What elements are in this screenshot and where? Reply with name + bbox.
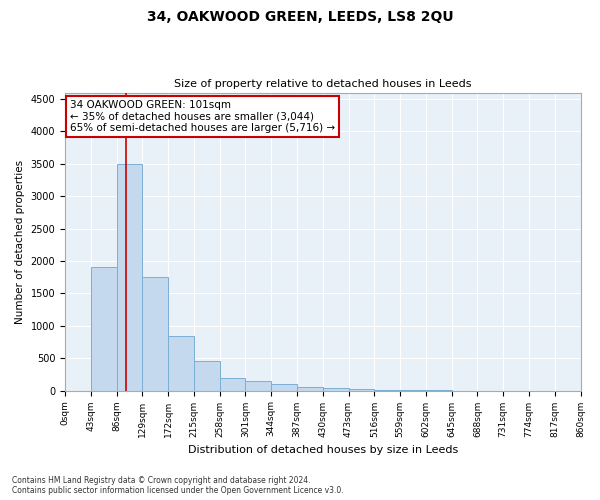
Bar	[142, 277, 168, 390]
Bar	[194, 362, 220, 390]
Bar	[245, 381, 271, 390]
Bar	[168, 336, 194, 390]
Bar	[116, 164, 142, 390]
Text: 34 OAKWOOD GREEN: 101sqm
← 35% of detached houses are smaller (3,044)
65% of sem: 34 OAKWOOD GREEN: 101sqm ← 35% of detach…	[70, 100, 335, 133]
Text: Contains HM Land Registry data © Crown copyright and database right 2024.
Contai: Contains HM Land Registry data © Crown c…	[12, 476, 344, 495]
Y-axis label: Number of detached properties: Number of detached properties	[15, 160, 25, 324]
Text: 34, OAKWOOD GREEN, LEEDS, LS8 2QU: 34, OAKWOOD GREEN, LEEDS, LS8 2QU	[146, 10, 454, 24]
Bar	[271, 384, 297, 390]
Title: Size of property relative to detached houses in Leeds: Size of property relative to detached ho…	[174, 79, 472, 89]
Bar	[91, 268, 116, 390]
Bar	[220, 378, 245, 390]
Bar	[323, 388, 349, 390]
X-axis label: Distribution of detached houses by size in Leeds: Distribution of detached houses by size …	[188, 445, 458, 455]
Bar	[297, 387, 323, 390]
